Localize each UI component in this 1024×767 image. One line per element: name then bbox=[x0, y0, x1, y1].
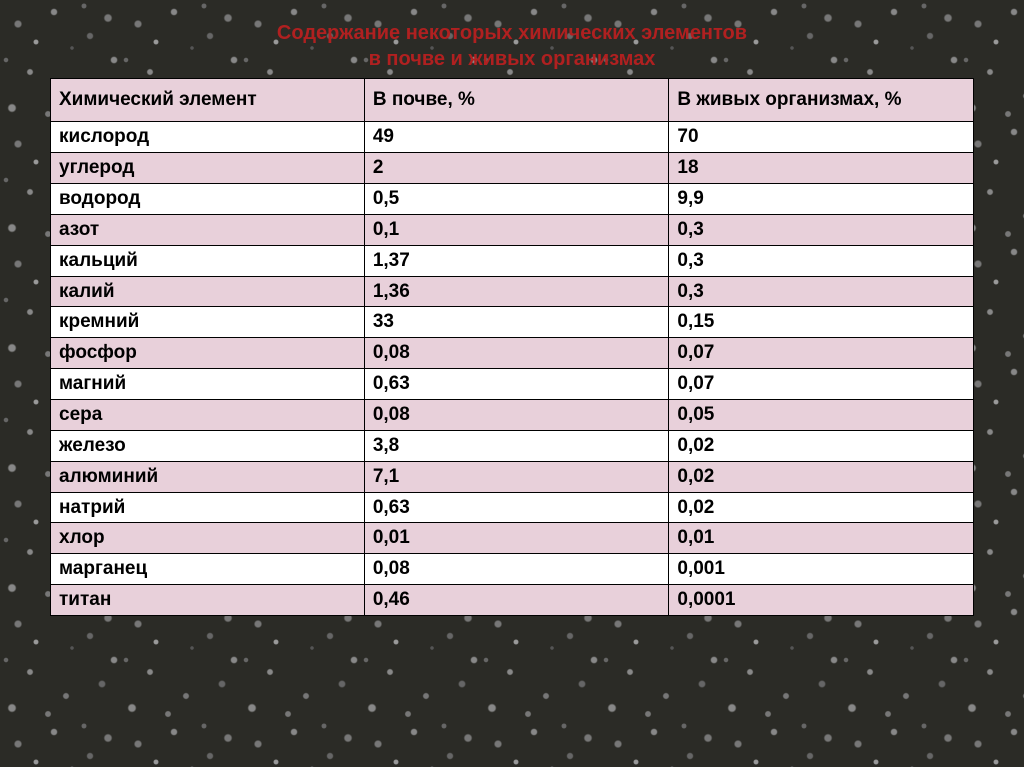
cell-element: алюминий bbox=[51, 461, 365, 492]
cell-soil: 1,36 bbox=[364, 276, 669, 307]
table-body: кислород4970углерод218водород0,59,9азот0… bbox=[51, 122, 974, 616]
cell-soil: 33 bbox=[364, 307, 669, 338]
cell-element: водород bbox=[51, 184, 365, 215]
table-header-row: Химический элемент В почве, % В живых ор… bbox=[51, 79, 974, 122]
cell-element: хлор bbox=[51, 523, 365, 554]
cell-soil: 0,08 bbox=[364, 399, 669, 430]
cell-organisms: 0,02 bbox=[669, 430, 974, 461]
table-row: железо3,80,02 bbox=[51, 430, 974, 461]
cell-element: железо bbox=[51, 430, 365, 461]
cell-soil: 0,08 bbox=[364, 554, 669, 585]
table-row: хлор0,010,01 bbox=[51, 523, 974, 554]
cell-soil: 2 bbox=[364, 153, 669, 184]
table-row: калий1,360,3 bbox=[51, 276, 974, 307]
cell-element: кальций bbox=[51, 245, 365, 276]
col-header-organisms: В живых организмах, % bbox=[669, 79, 974, 122]
cell-organisms: 70 bbox=[669, 122, 974, 153]
table-row: кальций1,370,3 bbox=[51, 245, 974, 276]
cell-soil: 0,63 bbox=[364, 369, 669, 400]
table-row: натрий0,630,02 bbox=[51, 492, 974, 523]
slide-background: Содержание некоторых химических элементо… bbox=[0, 0, 1024, 767]
cell-organisms: 0,07 bbox=[669, 338, 974, 369]
table-row: фосфор0,080,07 bbox=[51, 338, 974, 369]
cell-soil: 0,5 bbox=[364, 184, 669, 215]
cell-organisms: 0,02 bbox=[669, 492, 974, 523]
title-line-2: в почве и живых организмах bbox=[369, 48, 656, 70]
cell-organisms: 0,3 bbox=[669, 214, 974, 245]
slide-title: Содержание некоторых химических элементо… bbox=[50, 20, 974, 72]
cell-soil: 0,01 bbox=[364, 523, 669, 554]
col-header-element: Химический элемент bbox=[51, 79, 365, 122]
cell-element: сера bbox=[51, 399, 365, 430]
table-row: алюминий7,10,02 bbox=[51, 461, 974, 492]
title-line-1: Содержание некоторых химических элементо… bbox=[277, 22, 747, 44]
cell-organisms: 0,07 bbox=[669, 369, 974, 400]
cell-soil: 3,8 bbox=[364, 430, 669, 461]
cell-element: натрий bbox=[51, 492, 365, 523]
table-row: водород0,59,9 bbox=[51, 184, 974, 215]
cell-element: кремний bbox=[51, 307, 365, 338]
table-row: марганец0,080,001 bbox=[51, 554, 974, 585]
table-row: магний0,630,07 bbox=[51, 369, 974, 400]
table-row: углерод218 bbox=[51, 153, 974, 184]
cell-element: фосфор bbox=[51, 338, 365, 369]
cell-soil: 1,37 bbox=[364, 245, 669, 276]
table-row: азот0,10,3 bbox=[51, 214, 974, 245]
table-row: кислород4970 bbox=[51, 122, 974, 153]
cell-element: марганец bbox=[51, 554, 365, 585]
cell-element: магний bbox=[51, 369, 365, 400]
cell-element: калий bbox=[51, 276, 365, 307]
cell-organisms: 0,001 bbox=[669, 554, 974, 585]
table-row: сера0,080,05 bbox=[51, 399, 974, 430]
cell-organisms: 0,02 bbox=[669, 461, 974, 492]
cell-soil: 7,1 bbox=[364, 461, 669, 492]
cell-organisms: 0,01 bbox=[669, 523, 974, 554]
cell-organisms: 0,05 bbox=[669, 399, 974, 430]
cell-element: углерод bbox=[51, 153, 365, 184]
cell-organisms: 0,3 bbox=[669, 245, 974, 276]
cell-element: азот bbox=[51, 214, 365, 245]
cell-organisms: 0,0001 bbox=[669, 585, 974, 616]
cell-soil: 0,46 bbox=[364, 585, 669, 616]
cell-soil: 0,1 bbox=[364, 214, 669, 245]
table-row: кремний330,15 bbox=[51, 307, 974, 338]
cell-organisms: 18 bbox=[669, 153, 974, 184]
cell-soil: 0,63 bbox=[364, 492, 669, 523]
cell-element: кислород bbox=[51, 122, 365, 153]
cell-organisms: 9,9 bbox=[669, 184, 974, 215]
cell-organisms: 0,3 bbox=[669, 276, 974, 307]
cell-soil: 49 bbox=[364, 122, 669, 153]
col-header-soil: В почве, % bbox=[364, 79, 669, 122]
table-row: титан0,460,0001 bbox=[51, 585, 974, 616]
cell-organisms: 0,15 bbox=[669, 307, 974, 338]
cell-soil: 0,08 bbox=[364, 338, 669, 369]
elements-table: Химический элемент В почве, % В живых ор… bbox=[50, 78, 974, 616]
cell-element: титан bbox=[51, 585, 365, 616]
